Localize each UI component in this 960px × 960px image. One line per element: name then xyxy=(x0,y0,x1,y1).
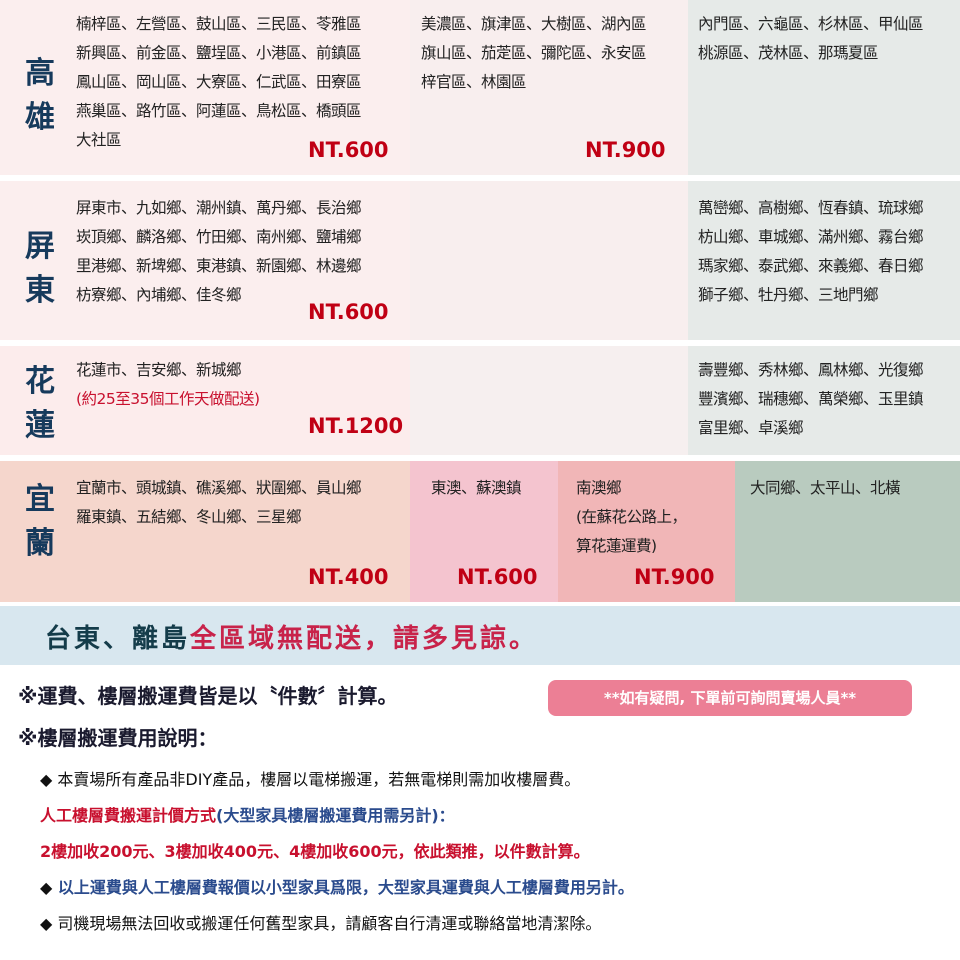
yilan-col3 xyxy=(558,461,735,602)
district-line: 東澳、蘇澳鎮 xyxy=(431,479,522,497)
kaohsiung-col1 xyxy=(0,0,410,175)
yilan-districts-col4: 大同鄉、太平山、北橫 xyxy=(750,474,901,503)
district-line: 梓官區、林園區 xyxy=(421,73,527,91)
price: NT.900 xyxy=(585,138,666,162)
banner-text: 台東、離島 xyxy=(45,624,191,654)
district-line: 鳳山區、岡山區、大寮區、仁武區、田寮區 xyxy=(76,73,362,91)
district-line: 旗山區、茄萣區、彌陀區、永安區 xyxy=(421,44,647,62)
hualien-col1 xyxy=(0,346,410,455)
district-line: 屏東市、九如鄉、潮州鎮、萬丹鄉、長治鄉 xyxy=(76,199,362,217)
price: NT.1200 xyxy=(308,414,404,438)
hualien-districts-col3: 壽豐鄉、秀林鄉、鳳林鄉、光復鄉 豐濱鄉、瑞穗鄉、萬榮鄉、玉里鎮 富里鄉、卓溪鄉 xyxy=(698,356,924,443)
district-line: 壽豐鄉、秀林鄉、鳳林鄉、光復鄉 xyxy=(698,361,924,379)
pingtung-col3 xyxy=(688,181,960,340)
district-line: 富里鄉、卓溪鄉 xyxy=(698,419,804,437)
price: NT.600 xyxy=(457,565,538,589)
district-line: 崁頂鄉、麟洛鄉、竹田鄉、南州鄉、鹽埔鄉 xyxy=(76,228,362,246)
region-label-hualien: 花蓮 xyxy=(25,364,55,443)
district-line: 豐濱鄉、瑞穗鄉、萬榮鄉、玉里鎮 xyxy=(698,390,924,408)
pingtung-col1 xyxy=(0,181,410,340)
note-floor-pricing: 人工樓層費搬運計價方式(大型家具樓層搬運費用需另計)： xyxy=(40,802,455,826)
district-line: 大社區 xyxy=(76,131,122,149)
kaohsiung-col3 xyxy=(688,0,960,175)
district-line: 萬巒鄉、高樹鄉、恆春鎮、琉球鄉 xyxy=(698,199,924,217)
district-line: 羅東鎮、五結鄉、冬山鄉、三星鄉 xyxy=(76,508,302,526)
yilan-col2 xyxy=(410,461,558,602)
kaohsiung-col2 xyxy=(410,0,688,175)
district-line: (在蘇花公路上， xyxy=(576,508,687,526)
region-label-pingtung: 屏東 xyxy=(25,229,55,308)
yilan-col4 xyxy=(735,461,960,602)
pingtung-districts-col1: 屏東市、九如鄉、潮州鎮、萬丹鄉、長治鄉 崁頂鄉、麟洛鄉、竹田鄉、南州鄉、鹽埔鄉 里港… xyxy=(76,194,362,310)
note-text: 以上運費與人工樓層費報價以小型家具爲限，大型家具運費與人工樓層費用另計。 xyxy=(57,878,634,897)
region-label-kaohsiung: 高雄 xyxy=(25,56,55,135)
note-floor-heading: ※樓層搬運費用說明： xyxy=(18,726,218,750)
floor-pricing-label: 人工樓層費搬運計價方式 xyxy=(40,806,217,825)
note-count-basis: ※運費、樓層搬運費皆是以〝件數〞計算。 xyxy=(18,684,398,708)
no-delivery-banner: 台東、離島全區域無配送，請多見諒。 xyxy=(0,606,960,665)
district-line: 花蓮市、吉安鄉、新城鄉 xyxy=(76,361,242,379)
kaohsiung-districts-col3: 內門區、六龜區、杉林區、甲仙區 桃源區、茂林區、那瑪夏區 xyxy=(698,10,924,68)
price: NT.900 xyxy=(634,565,715,589)
pingtung-col2 xyxy=(410,181,688,340)
yilan-districts-col1: 宜蘭市、頭城鎮、礁溪鄉、狀圍鄉、員山鄉 羅東鎮、五結鄉、冬山鄉、三星鄉 xyxy=(76,474,362,532)
yilan-districts-col2: 東澳、蘇澳鎮 xyxy=(431,474,522,503)
inquiry-badge: **如有疑問, 下單前可詢問賣場人員** xyxy=(548,680,912,716)
hualien-col3 xyxy=(688,346,960,455)
note-floor-prices: 2樓加收200元、3樓加收400元、4樓加收600元，依此類推，以件數計算。 xyxy=(40,842,590,861)
price: NT.600 xyxy=(308,300,389,324)
district-line: 美濃區、旗津區、大樹區、湖內區 xyxy=(421,15,647,33)
district-line: 枋寮鄉、內埔鄉、佳冬鄉 xyxy=(76,286,242,304)
district-line: 瑪家鄉、泰武鄉、來義鄉、春日鄉 xyxy=(698,257,924,275)
hualien-districts-col1: 花蓮市、吉安鄉、新城鄉 (約25至35個工作天做配送) xyxy=(76,356,260,414)
yilan-col1 xyxy=(0,461,410,602)
district-line: 南澳鄉 xyxy=(576,479,622,497)
district-line: 楠梓區、左營區、鼓山區、三民區、苓雅區 xyxy=(76,15,362,33)
kaohsiung-districts-900: 美濃區、旗津區、大樹區、湖內區 旗山區、茄萣區、彌陀區、永安區 梓官區、林園區 xyxy=(421,10,647,97)
district-line: 宜蘭市、頭城鎮、礁溪鄉、狀圍鄉、員山鄉 xyxy=(76,479,362,497)
hualien-col2 xyxy=(410,346,688,455)
district-line: 獅子鄉、牡丹鄉、三地門鄉 xyxy=(698,286,879,304)
note-bullet-diy: ◆ 本賣場所有產品非DIY產品，樓層以電梯搬運，若無電梯則需加收樓層費。 xyxy=(40,770,581,789)
pingtung-districts-col3: 萬巒鄉、高樹鄉、恆春鎮、琉球鄉 枋山鄉、車城鄉、滿州鄉、霧台鄉 瑪家鄉、泰武鄉、來義… xyxy=(698,194,924,310)
district-line: 算花蓮運費) xyxy=(576,537,657,555)
district-line: 燕巢區、路竹區、阿蓮區、鳥松區、橋頭區 xyxy=(76,102,362,120)
district-line: 大同鄉、太平山、北橫 xyxy=(750,479,901,497)
region-label-yilan: 宜蘭 xyxy=(25,482,55,561)
diamond-bullet-icon: ◆ xyxy=(40,878,58,897)
yilan-districts-col3: 南澳鄉 (在蘇花公路上， 算花蓮運費) xyxy=(576,474,687,561)
banner-text-highlight: 全區域無配送，請多見諒 xyxy=(190,624,510,654)
price: NT.600 xyxy=(308,138,389,162)
district-line: 里港鄉、新埤鄉、東港鎮、新園鄉、林邊鄉 xyxy=(76,257,362,275)
banner-text-end: 。 xyxy=(509,624,539,654)
district-line: 枋山鄉、車城鄉、滿州鄉、霧台鄉 xyxy=(698,228,924,246)
district-line: 內門區、六龜區、杉林區、甲仙區 xyxy=(698,15,924,33)
note-bullet-old-furniture: ◆ 司機現場無法回收或搬運任何舊型家具，請顧客自行清運或聯絡當地清潔除。 xyxy=(40,914,602,933)
floor-pricing-remark: (大型家具樓層搬運費用需另計)： xyxy=(216,806,455,825)
district-line: 新興區、前金區、鹽埕區、小港區、前鎮區 xyxy=(76,44,362,62)
kaohsiung-districts-900-600: 楠梓區、左營區、鼓山區、三民區、苓雅區 新興區、前金區、鹽埕區、小港區、前鎮區 鳳山… xyxy=(76,10,362,155)
price: NT.400 xyxy=(308,565,389,589)
note-bullet-small-furniture: ◆ 以上運費與人工樓層費報價以小型家具爲限，大型家具運費與人工樓層費用另計。 xyxy=(40,874,634,898)
delivery-note: (約25至35個工作天做配送) xyxy=(76,390,260,408)
district-line: 桃源區、茂林區、那瑪夏區 xyxy=(698,44,879,62)
